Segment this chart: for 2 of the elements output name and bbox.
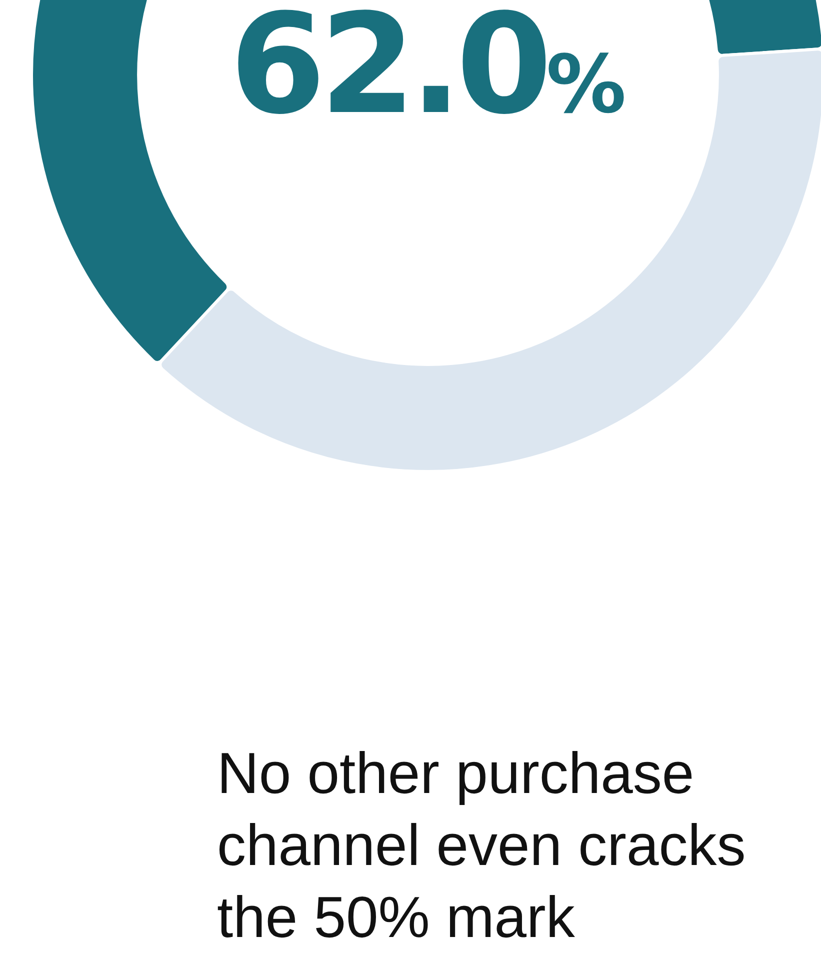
text: No other purchase channel even cracks the 50% mark — [217, 740, 747, 952]
data-label: 62.0% — [228, 0, 628, 147]
